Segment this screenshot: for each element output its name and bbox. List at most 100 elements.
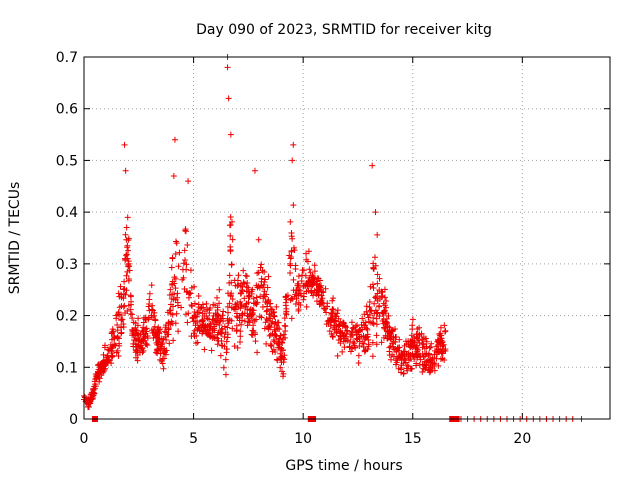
- plot-frame: [83, 56, 611, 420]
- data-point: [303, 280, 310, 287]
- data-point: [261, 269, 268, 276]
- data-point: [168, 264, 175, 271]
- data-point: [273, 303, 280, 310]
- data-point: [227, 213, 234, 220]
- data-point: [250, 322, 257, 329]
- data-point: [409, 316, 416, 323]
- data-point: [392, 361, 399, 368]
- data-point: [236, 317, 243, 324]
- data-point: [311, 268, 318, 275]
- data-point: [428, 340, 435, 347]
- data-point: [277, 350, 284, 357]
- data-point: [259, 303, 266, 310]
- data-point: [191, 333, 198, 340]
- data-point: [393, 348, 400, 355]
- data-point: [416, 339, 423, 346]
- data-point: [429, 362, 436, 369]
- data-point: [228, 304, 235, 311]
- data-point: [429, 356, 436, 363]
- data-point: [348, 329, 355, 336]
- data-point: [321, 306, 328, 313]
- data-point: [114, 327, 121, 334]
- data-point: [172, 251, 179, 258]
- data-point: [162, 351, 169, 358]
- data-point: [240, 267, 247, 274]
- data-point: [86, 399, 93, 406]
- data-point: [205, 330, 212, 337]
- data-point: [194, 339, 201, 346]
- data-point: [334, 352, 341, 359]
- data-point: [262, 319, 269, 326]
- data-point: [170, 172, 177, 179]
- data-point: [422, 335, 429, 342]
- data-point: [239, 288, 246, 295]
- data-point: [340, 332, 347, 339]
- data-point: [330, 295, 337, 302]
- data-point: [229, 325, 236, 332]
- data-point: [392, 326, 399, 333]
- data-point: [423, 358, 430, 365]
- data-point: [209, 325, 216, 332]
- data-point: [214, 341, 221, 348]
- data-point: [298, 278, 305, 285]
- data-point: [266, 332, 273, 339]
- data-point: [420, 340, 427, 347]
- data-point: [160, 365, 167, 372]
- data-point: [178, 304, 185, 311]
- data-point: [195, 293, 202, 300]
- data-point: [242, 272, 249, 279]
- data-point: [288, 248, 295, 255]
- data-point: [125, 235, 132, 242]
- data-point: [261, 325, 268, 332]
- data-point: [217, 330, 224, 337]
- data-point: [268, 306, 275, 313]
- data-point: [369, 281, 376, 288]
- data-point: [419, 361, 426, 368]
- data-point: [434, 338, 441, 345]
- data-point: [131, 332, 138, 339]
- data-point: [348, 319, 355, 326]
- data-point: [172, 285, 179, 292]
- data-point: [288, 295, 295, 302]
- data-point: [220, 364, 227, 371]
- data-point: [233, 310, 240, 317]
- data-point: [237, 298, 244, 305]
- data-point: [245, 299, 252, 306]
- data-point: [282, 334, 289, 341]
- data-point: [157, 344, 164, 351]
- data-point: [150, 335, 157, 342]
- y-tick-label: 0.6: [56, 102, 78, 118]
- data-point: [159, 340, 166, 347]
- data-point: [357, 327, 364, 334]
- data-point: [413, 360, 420, 367]
- data-point: [380, 316, 387, 323]
- data-point: [226, 272, 233, 279]
- data-point: [337, 340, 344, 347]
- data-point: [134, 335, 141, 342]
- data-point: [214, 312, 221, 319]
- data-point: [293, 287, 300, 294]
- data-point: [361, 348, 368, 355]
- data-point: [208, 347, 215, 354]
- data-point: [339, 348, 346, 355]
- data-point: [328, 311, 335, 318]
- data-point: [187, 290, 194, 297]
- data-point: [260, 284, 267, 291]
- data-point: [282, 299, 289, 306]
- data-point: [278, 345, 285, 352]
- data-point: [265, 324, 272, 331]
- data-point: [349, 332, 356, 339]
- data-point: [416, 362, 423, 369]
- data-point: [374, 231, 381, 238]
- data-point: [397, 365, 404, 372]
- data-point: [93, 375, 100, 382]
- data-point: [441, 328, 448, 335]
- data-point: [108, 354, 115, 361]
- data-point: [374, 271, 381, 278]
- data-point: [226, 300, 233, 307]
- data-point: [282, 323, 289, 330]
- data-point: [116, 293, 123, 300]
- data-point: [124, 255, 131, 262]
- data-point: [116, 304, 123, 311]
